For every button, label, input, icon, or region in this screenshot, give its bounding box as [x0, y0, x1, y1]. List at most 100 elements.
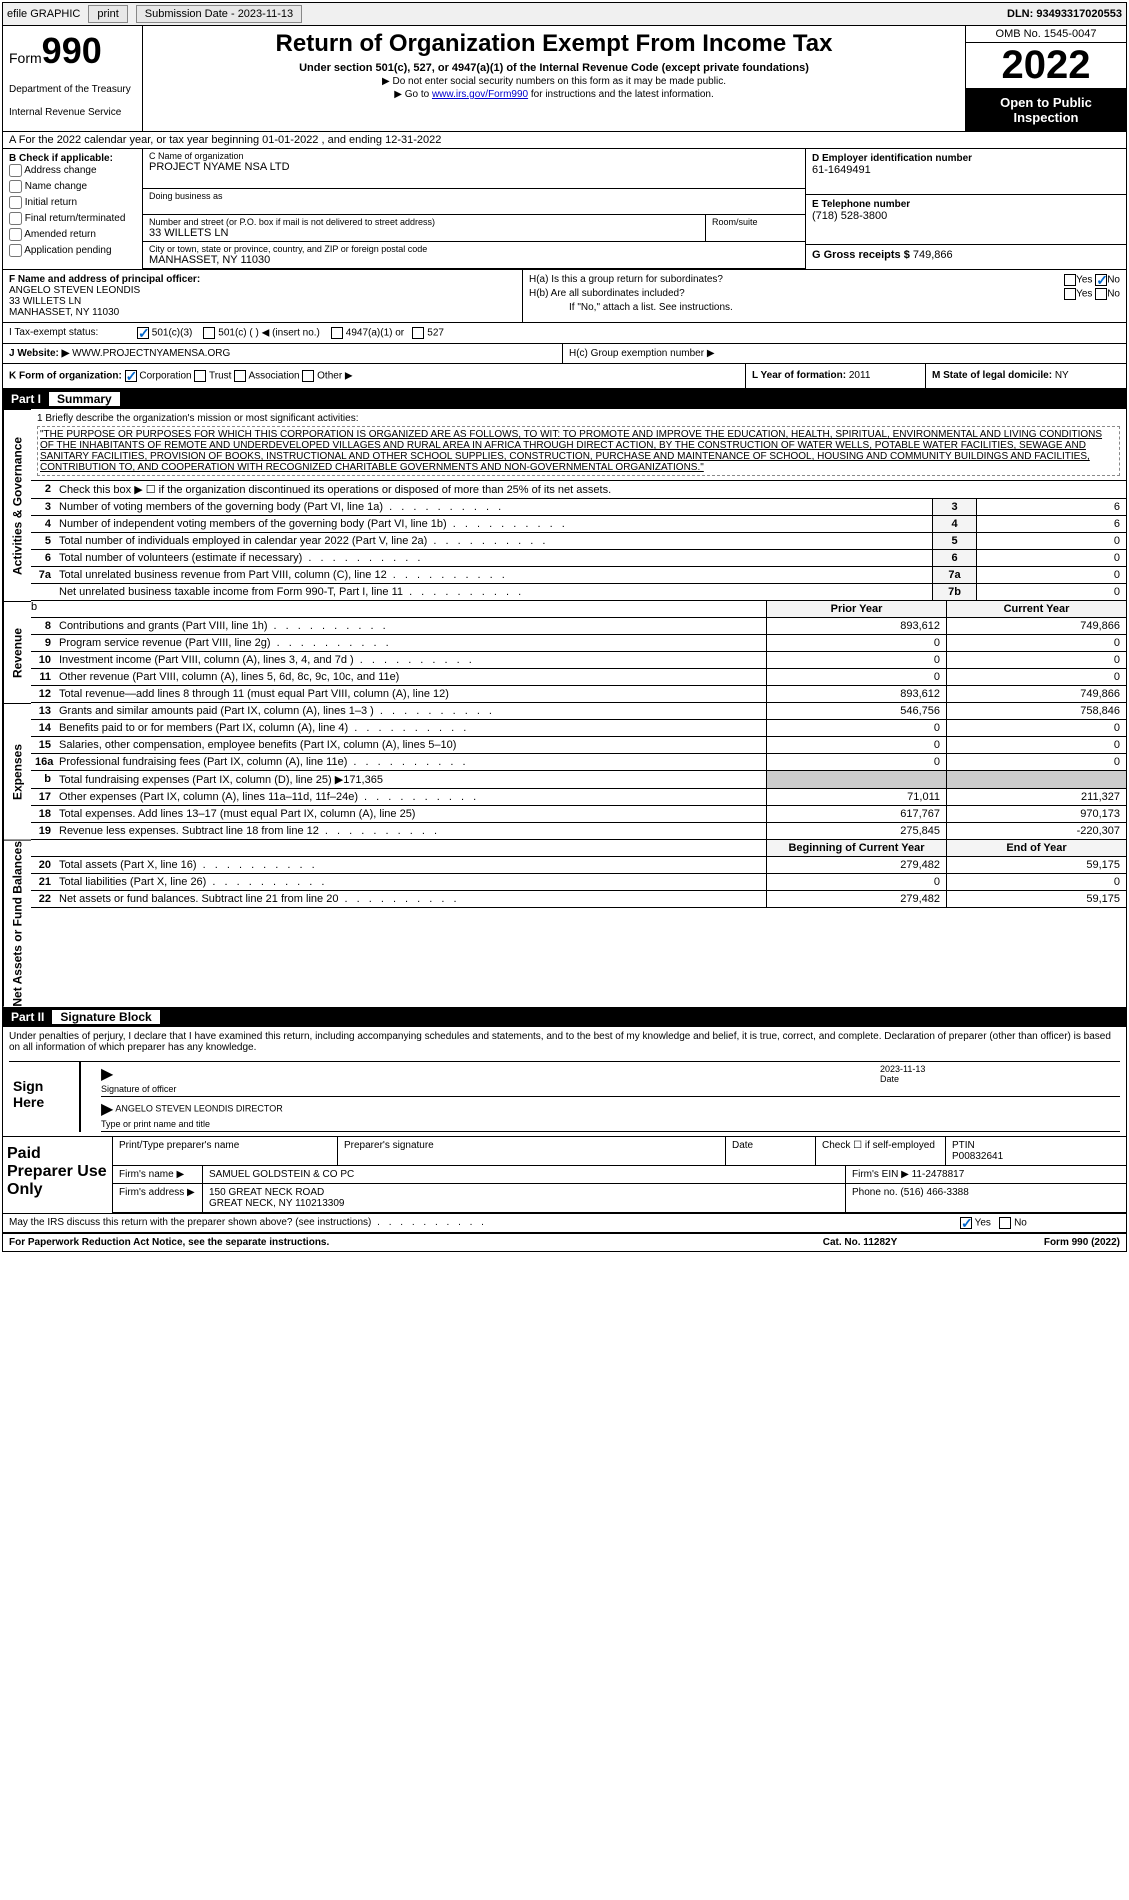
- chk-501c[interactable]: [203, 327, 215, 339]
- line11-py: 0: [766, 669, 946, 685]
- domicile-label: M State of legal domicile:: [932, 370, 1052, 381]
- line18-desc: Total expenses. Add lines 13–17 (must eq…: [55, 806, 766, 822]
- hb-note: If "No," attach a list. See instructions…: [529, 302, 1120, 313]
- phone-label: E Telephone number: [812, 199, 1120, 210]
- line7b-val: 0: [976, 584, 1126, 600]
- line22-cy: 59,175: [946, 891, 1126, 907]
- firm-phone-label: Phone no.: [852, 1187, 898, 1198]
- chk-527[interactable]: [412, 327, 424, 339]
- line22-desc: Net assets or fund balances. Subtract li…: [55, 891, 766, 907]
- hb-yes[interactable]: [1064, 288, 1076, 300]
- part2-label: Part II: [11, 1010, 44, 1024]
- domicile-value: NY: [1055, 370, 1069, 381]
- chk-initial-return[interactable]: [9, 196, 22, 209]
- line7a-val: 0: [976, 567, 1126, 583]
- sig-date-value: 2023-11-13: [880, 1064, 925, 1074]
- firm-addr-label: Firm's address ▶: [113, 1184, 203, 1212]
- line14-desc: Benefits paid to or for members (Part IX…: [55, 720, 766, 736]
- gross-receipts-label: G Gross receipts $: [812, 249, 910, 261]
- officer-addr2: MANHASSET, NY 11030: [9, 307, 516, 318]
- ha-no[interactable]: [1095, 274, 1107, 286]
- line7b-desc: Net unrelated business taxable income fr…: [55, 584, 932, 600]
- sidelabel-governance: Activities & Governance: [3, 409, 31, 601]
- chk-corporation[interactable]: [125, 370, 137, 382]
- line20-py: 279,482: [766, 857, 946, 873]
- line6-val: 0: [976, 550, 1126, 566]
- line16a-cy: 0: [946, 754, 1126, 770]
- line17-desc: Other expenses (Part IX, column (A), lin…: [55, 789, 766, 805]
- line16a-desc: Professional fundraising fees (Part IX, …: [55, 754, 766, 770]
- chk-amended-return[interactable]: [9, 228, 22, 241]
- chk-association[interactable]: [234, 370, 246, 382]
- chk-application-pending[interactable]: [9, 244, 22, 257]
- line10-cy: 0: [946, 652, 1126, 668]
- line13-desc: Grants and similar amounts paid (Part IX…: [55, 703, 766, 719]
- submission-date-button[interactable]: Submission Date - 2023-11-13: [136, 5, 302, 23]
- line13-py: 546,756: [766, 703, 946, 719]
- line18-cy: 970,173: [946, 806, 1126, 822]
- chk-final-return[interactable]: [9, 212, 22, 225]
- topbar: efile GRAPHIC print Submission Date - 20…: [3, 3, 1126, 26]
- sig-declaration: Under penalties of perjury, I declare th…: [9, 1031, 1120, 1053]
- chk-address-change[interactable]: [9, 164, 22, 177]
- sig-arrow2-icon: ▶: [101, 1101, 113, 1118]
- org-name: PROJECT NYAME NSA LTD: [149, 161, 799, 173]
- ptin-label: PTIN: [952, 1140, 975, 1151]
- line9-cy: 0: [946, 635, 1126, 651]
- phone-value: (718) 528-3800: [812, 210, 1120, 222]
- goto-pre: ▶ Go to: [394, 89, 432, 100]
- irs-link[interactable]: www.irs.gov/Form990: [432, 89, 528, 100]
- ha-yes[interactable]: [1064, 274, 1076, 286]
- paid-h4: Check ☐ if self-employed: [816, 1137, 946, 1165]
- line21-cy: 0: [946, 874, 1126, 890]
- print-button[interactable]: print: [88, 5, 127, 23]
- sidelabel-netassets: Net Assets or Fund Balances: [3, 840, 31, 1007]
- discuss-yes[interactable]: [960, 1217, 972, 1229]
- chk-trust[interactable]: [194, 370, 206, 382]
- website-label: J Website: ▶: [9, 348, 69, 359]
- current-year-hdr: Current Year: [946, 601, 1126, 617]
- line15-py: 0: [766, 737, 946, 753]
- street-value: 33 WILLETS LN: [149, 227, 699, 239]
- line12-desc: Total revenue—add lines 8 through 11 (mu…: [55, 686, 766, 702]
- boy-hdr: Beginning of Current Year: [766, 840, 946, 856]
- gross-receipts-value: 749,866: [913, 249, 953, 261]
- line12-cy: 749,866: [946, 686, 1126, 702]
- line18-py: 617,767: [766, 806, 946, 822]
- open-inspection: Open to Public Inspection: [966, 89, 1126, 131]
- form-title: Return of Organization Exempt From Incom…: [153, 30, 955, 58]
- discuss-no[interactable]: [999, 1217, 1011, 1229]
- ha-label: H(a) Is this a group return for subordin…: [529, 274, 723, 286]
- firm-ein-value: 11-2478817: [912, 1169, 965, 1180]
- chk-4947[interactable]: [331, 327, 343, 339]
- officer-name: ANGELO STEVEN LEONDIS: [9, 285, 516, 296]
- chk-name-change[interactable]: [9, 180, 22, 193]
- sign-here-label: Sign Here: [9, 1062, 79, 1132]
- firm-addr2: GREAT NECK, NY 110213309: [209, 1198, 344, 1209]
- ein-label: D Employer identification number: [812, 153, 1120, 164]
- line11-desc: Other revenue (Part VIII, column (A), li…: [55, 669, 766, 685]
- irs-label: Internal Revenue Service: [9, 107, 136, 118]
- line19-desc: Revenue less expenses. Subtract line 18 …: [55, 823, 766, 839]
- line4-val: 6: [976, 516, 1126, 532]
- line16a-py: 0: [766, 754, 946, 770]
- paid-preparer-label: Paid Preparer Use Only: [3, 1137, 113, 1213]
- paid-h1: Print/Type preparer's name: [113, 1137, 338, 1165]
- line3-val: 6: [976, 499, 1126, 515]
- form-header: Form990 Department of the Treasury Inter…: [3, 26, 1126, 132]
- ein-value: 61-1649491: [812, 164, 1120, 176]
- firm-phone-value: (516) 466-3388: [900, 1187, 968, 1198]
- firm-addr1: 150 GREAT NECK ROAD: [209, 1187, 324, 1198]
- sidelabel-revenue: Revenue: [3, 601, 31, 703]
- goto-post: for instructions and the latest informat…: [528, 89, 714, 100]
- line9-desc: Program service revenue (Part VIII, line…: [55, 635, 766, 651]
- eoy-hdr: End of Year: [946, 840, 1126, 856]
- line2-desc: Check this box ▶ ☐ if the organization d…: [55, 481, 1126, 498]
- hb-no[interactable]: [1095, 288, 1107, 300]
- form-org-label: K Form of organization:: [9, 371, 122, 382]
- line17-py: 71,011: [766, 789, 946, 805]
- chk-501c3[interactable]: [137, 327, 149, 339]
- prior-year-hdr: Prior Year: [766, 601, 946, 617]
- chk-other[interactable]: [302, 370, 314, 382]
- line5-desc: Total number of individuals employed in …: [55, 533, 932, 549]
